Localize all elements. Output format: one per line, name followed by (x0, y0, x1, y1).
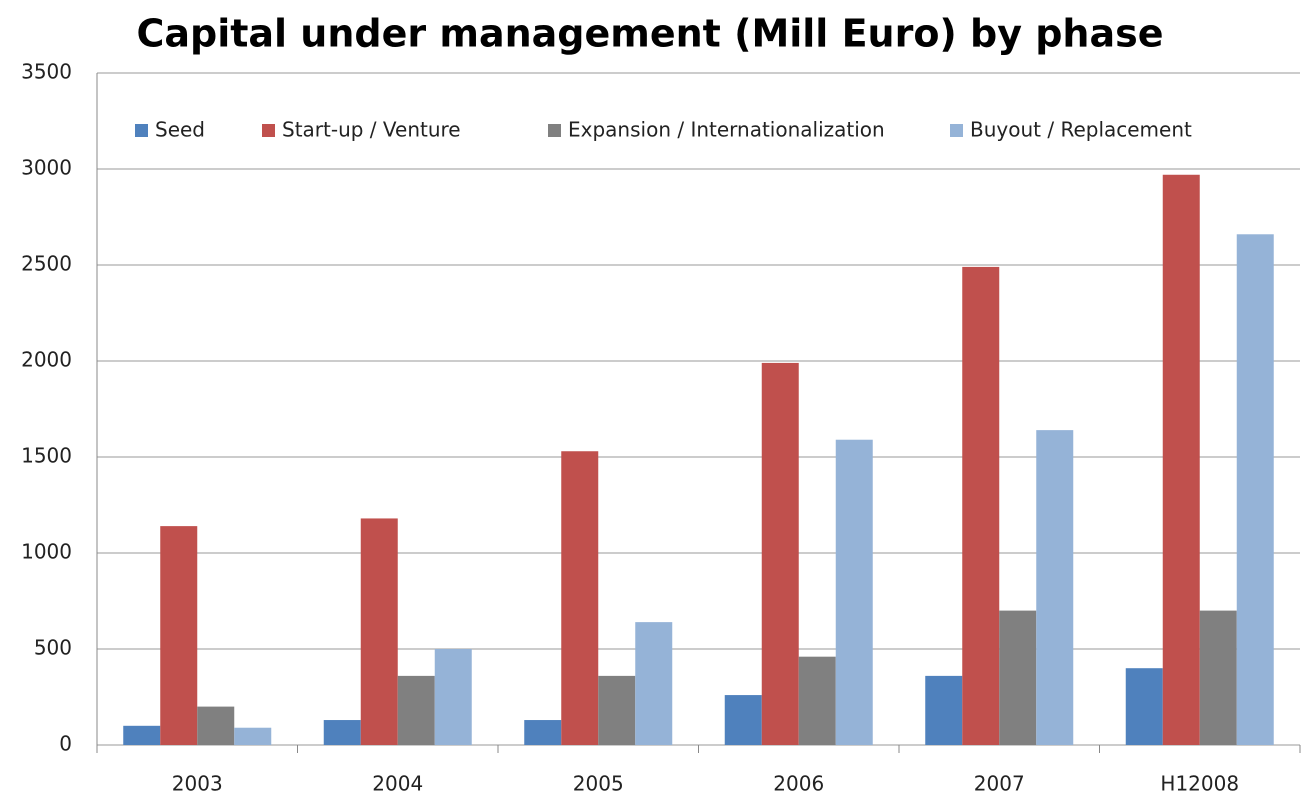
bar (434, 649, 472, 745)
bar (397, 675, 435, 745)
bar (999, 610, 1037, 745)
legend-label: Seed (155, 118, 205, 142)
legend-label: Expansion / Internationalization (568, 118, 885, 142)
legend-swatch (135, 124, 148, 137)
bar (561, 451, 599, 745)
x-tick-label: 2003 (172, 772, 223, 796)
bar (1236, 234, 1274, 745)
bar (197, 706, 235, 745)
x-tick-label: 2005 (573, 772, 624, 796)
bar (798, 656, 836, 745)
chart-title: Capital under management (Mill Euro) by … (136, 12, 1163, 56)
legend-label: Start-up / Venture (282, 118, 461, 142)
legend-swatch (548, 124, 561, 137)
y-tick-label: 1000 (21, 540, 72, 564)
bar (123, 725, 161, 745)
x-tick-label: 2004 (372, 772, 423, 796)
legend-label: Buyout / Replacement (970, 118, 1192, 142)
bar (835, 439, 873, 745)
y-tick-label: 3500 (21, 60, 72, 84)
bar (1125, 668, 1163, 745)
legend-swatch (262, 124, 275, 137)
x-tick-label: 2007 (974, 772, 1025, 796)
x-tick-label: 2006 (773, 772, 824, 796)
y-tick-label: 3000 (21, 156, 72, 180)
bar (323, 720, 361, 745)
bar (160, 526, 198, 745)
x-tick-label: H12008 (1160, 772, 1239, 796)
y-tick-label: 2500 (21, 252, 72, 276)
bar (925, 675, 963, 745)
bar (724, 695, 762, 745)
bar (1199, 610, 1237, 745)
y-tick-label: 1500 (21, 444, 72, 468)
bar (962, 266, 1000, 745)
y-tick-label: 2000 (21, 348, 72, 372)
bar (360, 518, 398, 745)
bar (761, 362, 799, 745)
bar (1162, 174, 1200, 745)
legend-swatch (950, 124, 963, 137)
bar (598, 675, 636, 745)
bar (635, 622, 673, 745)
bar (234, 727, 272, 745)
bar (524, 720, 562, 745)
y-tick-label: 500 (34, 636, 72, 660)
y-tick-label: 0 (59, 732, 72, 756)
bar (1036, 430, 1074, 745)
